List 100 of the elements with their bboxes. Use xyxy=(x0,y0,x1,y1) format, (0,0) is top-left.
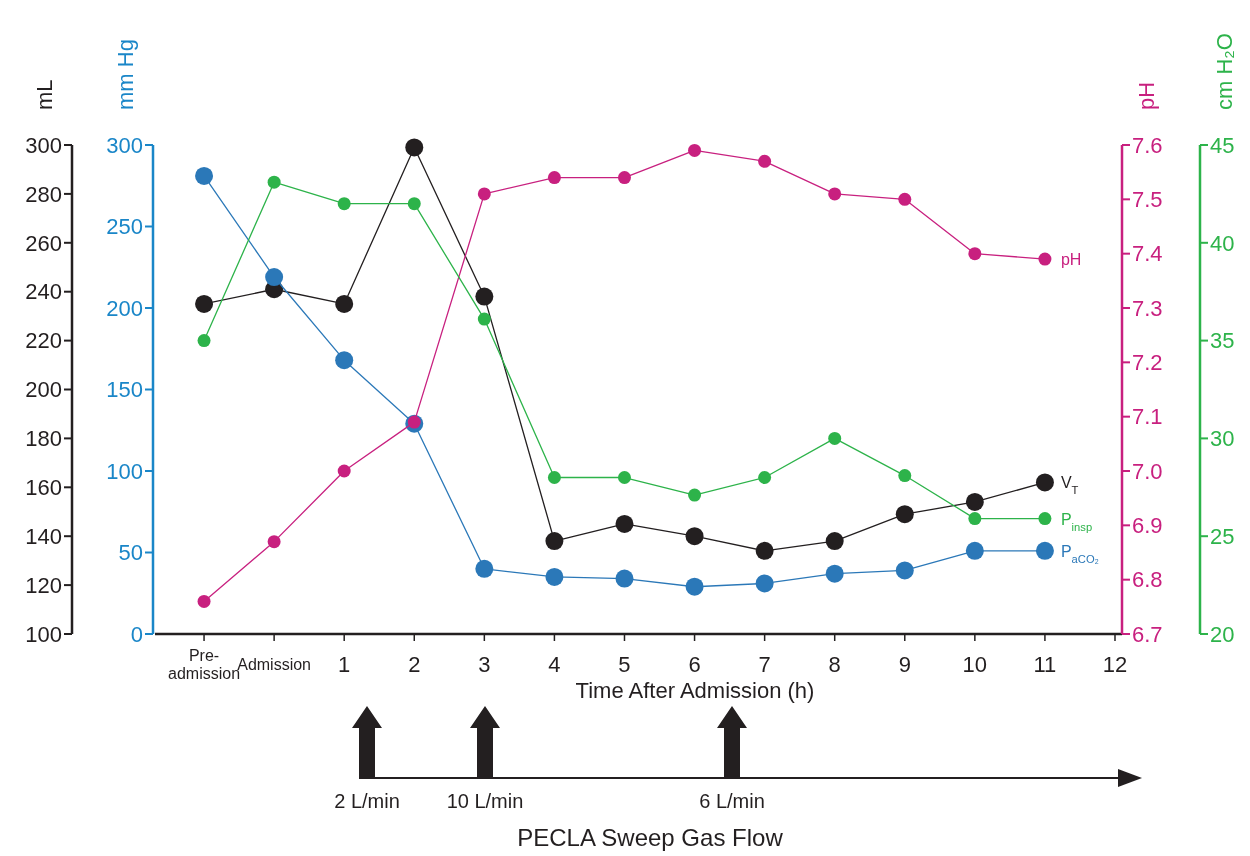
point xyxy=(335,351,354,370)
series-label: V$_{T}$ xyxy=(1060,474,1079,497)
y2-tick-label: 300 xyxy=(106,132,143,158)
y2-tick-label: 50 xyxy=(118,540,143,566)
y2-tick-label: 20 xyxy=(1210,621,1235,647)
point xyxy=(895,561,914,580)
point xyxy=(267,175,281,189)
y-tick-label: 7.1 xyxy=(1132,404,1163,430)
point xyxy=(758,154,772,168)
point xyxy=(685,577,704,596)
point xyxy=(688,488,702,502)
point xyxy=(477,187,491,201)
y-tick-label: 6.7 xyxy=(1132,621,1163,647)
point xyxy=(265,268,284,287)
point xyxy=(545,532,564,551)
point xyxy=(197,594,211,608)
point xyxy=(545,567,564,586)
y2-tick-label: 250 xyxy=(106,214,143,240)
y-tick-label: 7.6 xyxy=(1132,132,1163,158)
point xyxy=(965,541,984,560)
point xyxy=(1035,541,1054,560)
y2-axis-title: cm H₂O xyxy=(1212,33,1237,110)
point xyxy=(1038,512,1052,526)
series-label: pH xyxy=(1060,251,1082,269)
point xyxy=(335,294,354,313)
y-tick-label: 300 xyxy=(25,132,62,158)
point xyxy=(898,469,912,483)
y-tick-label: 7.0 xyxy=(1132,458,1163,484)
point xyxy=(828,187,842,201)
point xyxy=(197,334,211,348)
point xyxy=(1038,252,1052,266)
point xyxy=(547,171,561,185)
x-axis-title: Time After Admission (h) xyxy=(575,678,815,703)
y-tick-label: 180 xyxy=(25,426,62,452)
point xyxy=(965,492,984,511)
point xyxy=(898,192,912,206)
y2-tick-label: 150 xyxy=(106,377,143,403)
x-tick-label: 7 xyxy=(758,651,771,677)
y-tick-label: 100 xyxy=(25,621,62,647)
y-tick-label: 7.5 xyxy=(1132,187,1163,213)
point xyxy=(615,514,634,533)
point xyxy=(758,471,772,485)
y2-tick-label: 30 xyxy=(1210,426,1235,452)
point xyxy=(825,532,844,551)
y-tick-label: 120 xyxy=(25,572,62,598)
y2-tick-label: 45 xyxy=(1210,132,1235,158)
point xyxy=(968,512,982,526)
x-tick-label: 3 xyxy=(478,651,491,677)
point xyxy=(755,574,774,593)
point xyxy=(405,138,424,157)
y2-tick-label: 200 xyxy=(106,295,143,321)
x-tick-label: 4 xyxy=(548,651,561,677)
x-tick-label: 11 xyxy=(1033,651,1057,677)
point xyxy=(895,505,914,524)
x-tick-label: 8 xyxy=(828,651,841,677)
y2-tick-label: 0 xyxy=(130,621,143,647)
point xyxy=(828,431,842,445)
y-tick-label: 7.3 xyxy=(1132,295,1163,321)
y-axis-title: pH xyxy=(1134,81,1159,110)
point xyxy=(755,541,774,560)
y-tick-label: 220 xyxy=(25,328,62,354)
point xyxy=(195,166,214,185)
text: 6 L/min xyxy=(699,790,765,812)
text: PECLA Sweep Gas Flow xyxy=(517,824,784,851)
y2-tick-label: 35 xyxy=(1210,328,1235,354)
series-label: P$_{insp}$ xyxy=(1060,510,1093,533)
y-tick-label: 260 xyxy=(25,230,62,256)
point xyxy=(825,564,844,583)
y-tick-label: 7.4 xyxy=(1132,241,1163,267)
point xyxy=(407,197,421,211)
x-tick-label: 1 xyxy=(338,651,351,677)
x-tick-label: 12 xyxy=(1102,651,1128,677)
y2-tick-label: 25 xyxy=(1210,523,1235,549)
point xyxy=(337,464,351,478)
point xyxy=(968,247,982,261)
x-tick-label: 9 xyxy=(898,651,911,677)
y-tick-label: 6.9 xyxy=(1132,513,1163,539)
y-axis-title: mL xyxy=(32,79,57,110)
y2-tick-label: 100 xyxy=(106,458,143,484)
point xyxy=(617,171,631,185)
point xyxy=(615,569,634,588)
y-tick-label: 7.2 xyxy=(1132,350,1163,376)
point xyxy=(477,312,491,326)
point xyxy=(475,287,494,306)
x-tick-label: 10 xyxy=(962,651,988,677)
y-tick-label: 240 xyxy=(25,279,62,305)
point xyxy=(267,535,281,549)
y-tick-label: 140 xyxy=(25,523,62,549)
point xyxy=(617,471,631,485)
point xyxy=(1035,473,1054,492)
y2-axis-title: mm Hg xyxy=(113,39,138,110)
text: 10 L/min xyxy=(446,790,524,812)
point xyxy=(685,527,704,546)
y2-tick-label: 40 xyxy=(1210,230,1235,256)
series-label: P$_{aCO₂}$ xyxy=(1060,542,1099,565)
y-tick-label: 280 xyxy=(25,181,62,207)
x-tick-label: 5 xyxy=(618,651,631,677)
x-tick-label: 6 xyxy=(688,651,701,677)
text: 2 L/min xyxy=(334,790,400,812)
point xyxy=(547,471,561,485)
